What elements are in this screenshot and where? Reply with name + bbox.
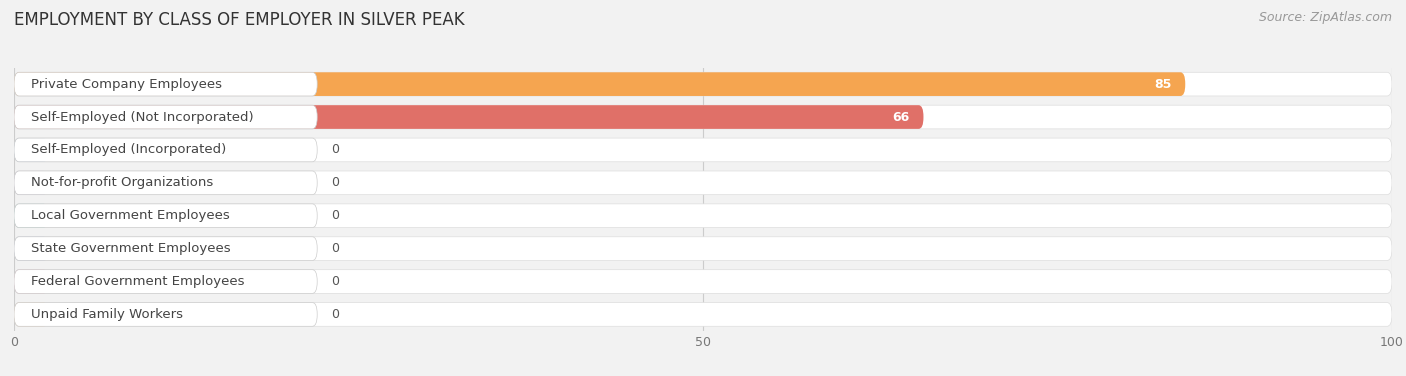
Text: EMPLOYMENT BY CLASS OF EMPLOYER IN SILVER PEAK: EMPLOYMENT BY CLASS OF EMPLOYER IN SILVE… [14, 11, 465, 29]
Text: 0: 0 [330, 143, 339, 156]
Text: 0: 0 [330, 209, 339, 222]
FancyBboxPatch shape [14, 171, 1392, 195]
Text: Self-Employed (Not Incorporated): Self-Employed (Not Incorporated) [31, 111, 253, 124]
FancyBboxPatch shape [14, 303, 1392, 326]
FancyBboxPatch shape [14, 138, 48, 162]
FancyBboxPatch shape [14, 237, 48, 261]
FancyBboxPatch shape [14, 204, 48, 227]
FancyBboxPatch shape [14, 237, 1392, 261]
Text: Source: ZipAtlas.com: Source: ZipAtlas.com [1258, 11, 1392, 24]
FancyBboxPatch shape [14, 204, 318, 227]
Text: 66: 66 [893, 111, 910, 124]
Text: Not-for-profit Organizations: Not-for-profit Organizations [31, 176, 212, 190]
FancyBboxPatch shape [14, 303, 48, 326]
Text: 0: 0 [330, 242, 339, 255]
FancyBboxPatch shape [14, 72, 318, 96]
FancyBboxPatch shape [14, 138, 318, 162]
FancyBboxPatch shape [14, 270, 318, 293]
FancyBboxPatch shape [14, 204, 1392, 227]
Text: State Government Employees: State Government Employees [31, 242, 231, 255]
Text: 0: 0 [330, 176, 339, 190]
FancyBboxPatch shape [14, 171, 48, 195]
FancyBboxPatch shape [14, 105, 1392, 129]
FancyBboxPatch shape [14, 138, 1392, 162]
FancyBboxPatch shape [14, 72, 1392, 96]
Text: Unpaid Family Workers: Unpaid Family Workers [31, 308, 183, 321]
Text: 0: 0 [330, 275, 339, 288]
FancyBboxPatch shape [14, 105, 318, 129]
FancyBboxPatch shape [14, 270, 48, 293]
FancyBboxPatch shape [14, 105, 924, 129]
Text: Federal Government Employees: Federal Government Employees [31, 275, 245, 288]
FancyBboxPatch shape [14, 303, 318, 326]
FancyBboxPatch shape [14, 72, 1185, 96]
Text: 85: 85 [1154, 77, 1171, 91]
FancyBboxPatch shape [14, 270, 1392, 293]
Text: Self-Employed (Incorporated): Self-Employed (Incorporated) [31, 143, 226, 156]
FancyBboxPatch shape [14, 171, 318, 195]
Text: Private Company Employees: Private Company Employees [31, 77, 222, 91]
Text: 0: 0 [330, 308, 339, 321]
Text: Local Government Employees: Local Government Employees [31, 209, 229, 222]
FancyBboxPatch shape [14, 237, 318, 261]
